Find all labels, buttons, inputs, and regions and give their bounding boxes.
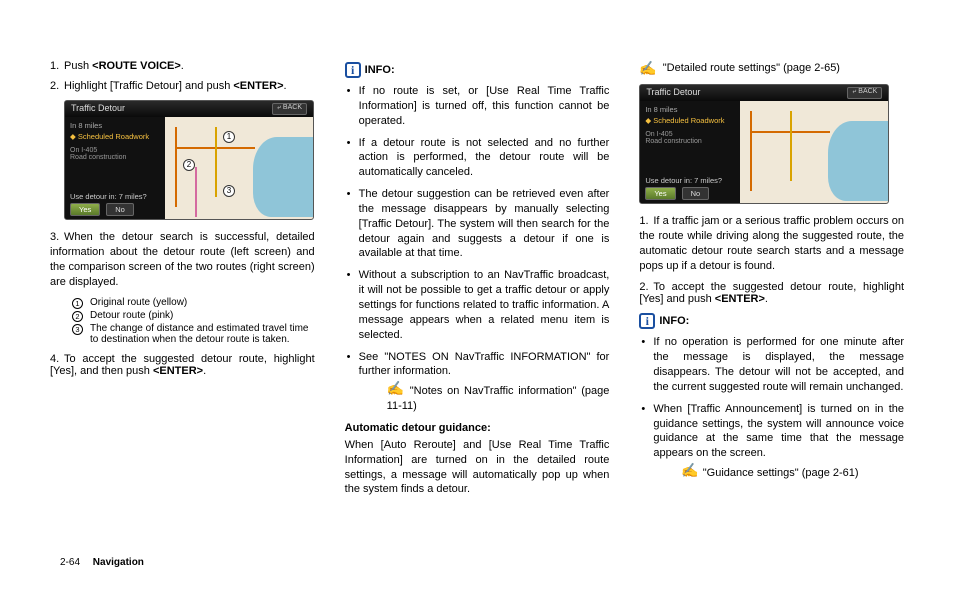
info-icon: i xyxy=(345,62,361,78)
scr1-title: Traffic Detour xyxy=(71,103,125,115)
section-name: Navigation xyxy=(93,557,144,568)
column-middle: i INFO: If no route is set, or [Use Real… xyxy=(345,60,610,540)
info-label: INFO: xyxy=(365,64,395,76)
ref-text: "Detailed route settings" (page 2-65) xyxy=(663,62,840,74)
page-footer: 2-64 Navigation xyxy=(60,557,144,568)
info-label: INFO: xyxy=(659,315,689,327)
page-ref-icon: ✍ xyxy=(681,462,698,478)
info-bullet: When [Traffic Announcement] is turned on… xyxy=(639,402,904,481)
step1-key: <ROUTE VOICE> xyxy=(92,60,181,72)
screenshot-traffic-detour-1: Traffic Detour ⤶ BACK In 8 miles ◆ Sched… xyxy=(64,100,314,220)
info-bullet: The detour suggestion can be retrieved e… xyxy=(345,187,610,261)
step-4: 4.To accept the suggested detour route, … xyxy=(50,353,315,377)
step1-text-a: Push xyxy=(64,60,92,72)
c3-step-2: 2.To accept the suggested detour route, … xyxy=(639,281,904,305)
scr1-yes: Yes xyxy=(70,203,100,216)
info-bullet: Without a subscription to an NavTraffic … xyxy=(345,268,610,342)
page-ref-icon: ✍ xyxy=(387,380,406,396)
back-button: ⤶ BACK xyxy=(847,87,882,99)
scr1-no: No xyxy=(106,203,134,216)
page-number: 2-64 xyxy=(60,557,80,568)
step-3: 3.When the detour search is successful, … xyxy=(50,230,315,289)
subheading-auto-detour: Automatic detour guidance: xyxy=(345,422,610,434)
info-icon: i xyxy=(639,313,655,329)
page-ref-icon: ✍ xyxy=(639,61,656,75)
info-bullet: If no operation is performed for one min… xyxy=(639,335,904,394)
info-bullet: If no route is set, or [Use Real Time Tr… xyxy=(345,84,610,129)
column-left: 1.Push <ROUTE VOICE>. 2.Highlight [Traff… xyxy=(50,60,315,540)
screenshot-traffic-detour-2: Traffic Detour ⤶ BACK In 8 miles ◆ Sched… xyxy=(639,84,889,204)
paragraph: When [Auto Reroute] and [Use Real Time T… xyxy=(345,438,610,497)
c3-step-1: 1.If a traffic jam or a serious traffic … xyxy=(639,214,904,273)
step-2: 2.Highlight [Traffic Detour] and push <E… xyxy=(50,80,315,92)
step2-text-a: Highlight [Traffic Detour] and push xyxy=(64,80,233,92)
info-bullet: See "NOTES ON NavTraffic INFORMATION" fo… xyxy=(345,350,610,414)
info-bullet: If a detour route is not selected and no… xyxy=(345,136,610,181)
step-1: 1.Push <ROUTE VOICE>. xyxy=(50,60,315,72)
legend-list: 1Original route (yellow) 2Detour route (… xyxy=(50,297,315,345)
back-button: ⤶ BACK xyxy=(272,103,307,115)
step2-key: <ENTER> xyxy=(233,80,283,92)
column-right: ✍ "Detailed route settings" (page 2-65) … xyxy=(639,60,904,540)
